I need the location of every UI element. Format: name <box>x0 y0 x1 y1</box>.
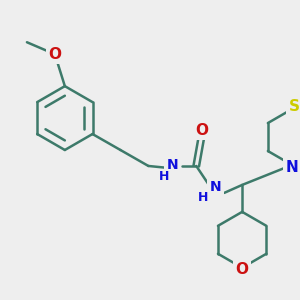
Text: O: O <box>195 122 208 137</box>
Text: N: N <box>209 180 221 194</box>
Text: N: N <box>167 158 178 172</box>
Text: H: H <box>198 191 208 204</box>
Text: O: O <box>236 262 249 277</box>
Text: H: H <box>159 170 170 183</box>
Text: S: S <box>289 99 299 114</box>
Text: N: N <box>286 160 298 175</box>
Text: O: O <box>48 47 62 62</box>
